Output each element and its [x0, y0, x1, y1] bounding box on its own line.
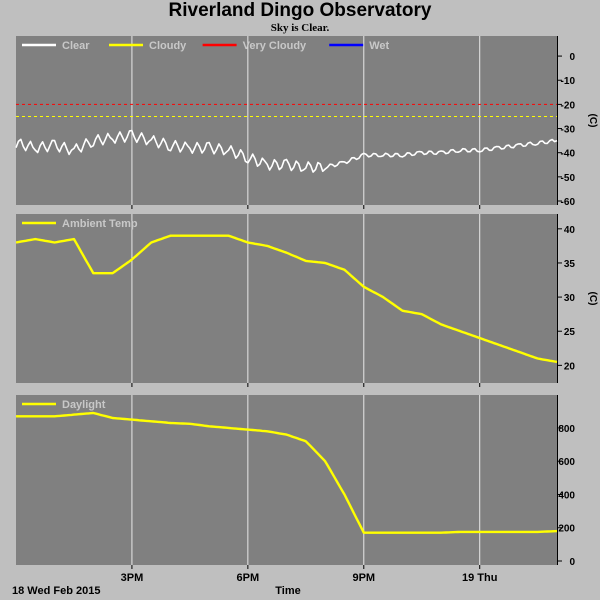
- y-tick-label: -50: [561, 173, 576, 184]
- x-tick-label: 3PM: [121, 572, 144, 584]
- time-axis-label: Time: [275, 585, 300, 597]
- y-tick-label: 200: [558, 524, 575, 535]
- plot-area: [16, 36, 557, 205]
- chart-panel-ambient: 40 35 30 25 20 (C) Ambient Temp: [15, 214, 598, 387]
- x-tick-label: 9PM: [352, 572, 375, 584]
- y-tick-label: 600: [558, 457, 575, 468]
- y-tick-label: 400: [558, 490, 575, 501]
- page-title: Riverland Dingo Observatory: [168, 0, 432, 21]
- y-tick-label: 0: [569, 557, 575, 568]
- plot-area: [16, 395, 557, 565]
- y-tick-label: -10: [561, 76, 576, 87]
- y-tick-label: 800: [558, 424, 575, 435]
- y-tick-label: 25: [564, 327, 576, 338]
- legend-label: Daylight: [62, 399, 106, 411]
- chart-panel-daylight: 800 600 400 200 0 Daylight: [16, 395, 575, 569]
- y-tick-label: 20: [564, 361, 576, 372]
- series-line: [16, 411, 558, 534]
- legend-label: Ambient Temp: [62, 218, 138, 230]
- legend-label: Cloudy: [149, 40, 187, 52]
- legend-label: Very Cloudy: [243, 40, 307, 52]
- y-tick-label: 30: [564, 293, 576, 304]
- y-tick-label: 35: [564, 259, 576, 270]
- chart-panel-cloud: 0 -10 -20 -30 -40 -50 -60 (C) Clear Cloudy Very Cl…: [15, 36, 598, 209]
- y-tick-label: 40: [564, 225, 576, 236]
- legend-label: Clear: [62, 40, 90, 52]
- legend-label: Wet: [369, 40, 389, 52]
- series-line: [15, 234, 558, 364]
- y-tick-label: -20: [561, 100, 576, 111]
- series-line: [15, 129, 558, 173]
- y-tick-label: 0: [569, 52, 575, 63]
- y-axis-label: (C): [587, 292, 598, 306]
- y-tick-label: -40: [561, 149, 576, 160]
- y-axis-label: (C): [587, 114, 598, 128]
- y-tick-label: -30: [561, 125, 576, 136]
- x-tick-label: 6PM: [237, 572, 260, 584]
- sky-status-subtitle: Sky is Clear.: [270, 22, 330, 34]
- x-tick-label: 19 Thu: [462, 572, 497, 584]
- plot-area: [16, 214, 557, 383]
- date-label: 18 Wed Feb 2015: [12, 585, 100, 597]
- y-tick-label: -60: [561, 197, 576, 208]
